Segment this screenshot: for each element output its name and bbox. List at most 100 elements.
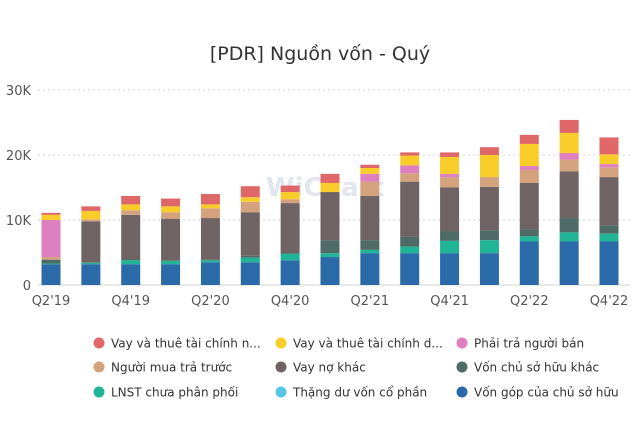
bar-segment[interactable] <box>400 155 420 166</box>
bar-segment[interactable] <box>360 195 380 241</box>
bar-segment[interactable] <box>161 212 181 219</box>
bar-segment[interactable] <box>519 166 539 170</box>
bar-segment[interactable] <box>599 233 619 242</box>
bar-segment[interactable] <box>400 253 420 285</box>
bar-segment[interactable] <box>280 185 300 193</box>
bar-segment[interactable] <box>599 167 619 178</box>
bar-segment[interactable] <box>200 262 220 285</box>
bar-segment[interactable] <box>280 199 300 204</box>
bar-segment[interactable] <box>400 173 420 182</box>
bar-segment[interactable] <box>400 246 420 254</box>
bar-segment[interactable] <box>121 204 141 211</box>
bar-segment[interactable] <box>81 262 101 263</box>
bar-stack[interactable] <box>121 195 141 285</box>
bar-segment[interactable] <box>81 262 101 265</box>
bar-segment[interactable] <box>240 262 260 285</box>
bar-segment[interactable] <box>41 263 61 265</box>
bar-segment[interactable] <box>161 260 181 265</box>
bar-segment[interactable] <box>41 214 61 220</box>
bar-segment[interactable] <box>121 210 141 215</box>
legend-item[interactable]: Vốn chủ sở hữu khác <box>456 361 600 375</box>
bar-segment[interactable] <box>400 152 420 156</box>
bar-segment[interactable] <box>519 241 539 285</box>
bar-stack[interactable] <box>81 206 101 285</box>
bar-segment[interactable] <box>200 208 220 219</box>
legend-item[interactable]: Phải trả người bán <box>456 337 585 351</box>
bar-segment[interactable] <box>360 253 380 285</box>
bar-stack[interactable] <box>559 119 579 285</box>
bar-stack[interactable] <box>440 152 460 285</box>
bar-segment[interactable] <box>400 165 420 174</box>
bar-segment[interactable] <box>200 218 220 260</box>
bar-segment[interactable] <box>559 171 579 219</box>
legend-item[interactable]: Người mua trả trước <box>93 361 233 375</box>
bar-segment[interactable] <box>81 221 101 263</box>
bar-segment[interactable] <box>240 255 260 258</box>
bar-segment[interactable] <box>320 257 340 285</box>
bar-segment[interactable] <box>479 230 499 241</box>
bar-segment[interactable] <box>360 240 380 250</box>
bar-segment[interactable] <box>280 252 300 254</box>
bar-segment[interactable] <box>360 168 380 174</box>
bar-segment[interactable] <box>121 195 141 205</box>
bar-segment[interactable] <box>440 156 460 174</box>
bar-segment[interactable] <box>519 229 539 237</box>
bar-segment[interactable] <box>479 177 499 187</box>
legend-item[interactable]: Vay nợ khác <box>275 361 366 375</box>
bar-segment[interactable] <box>519 169 539 183</box>
bar-segment[interactable] <box>599 164 619 168</box>
bar-segment[interactable] <box>440 240 460 254</box>
bar-segment[interactable] <box>519 143 539 167</box>
bar-segment[interactable] <box>121 260 141 265</box>
bar-segment[interactable] <box>240 212 260 256</box>
bar-segment[interactable] <box>161 206 181 213</box>
bar-segment[interactable] <box>519 236 539 242</box>
bar-segment[interactable] <box>161 264 181 285</box>
bar-segment[interactable] <box>200 260 220 263</box>
bar-segment[interactable] <box>81 206 101 211</box>
bar-stack[interactable] <box>320 173 340 285</box>
bar-segment[interactable] <box>200 204 220 209</box>
bar-segment[interactable] <box>240 201 260 213</box>
bar-segment[interactable] <box>161 218 181 261</box>
bar-segment[interactable] <box>440 253 460 285</box>
bar-segment[interactable] <box>400 236 420 247</box>
bar-segment[interactable] <box>440 177 460 188</box>
bar-segment[interactable] <box>599 225 619 234</box>
bar-segment[interactable] <box>479 147 499 155</box>
bar-segment[interactable] <box>360 173 380 182</box>
bar-segment[interactable] <box>519 134 539 144</box>
bar-segment[interactable] <box>440 152 460 157</box>
bar-stack[interactable] <box>599 137 619 285</box>
bar-segment[interactable] <box>81 210 101 220</box>
bar-segment[interactable] <box>320 173 340 183</box>
bar-stack[interactable] <box>200 194 220 285</box>
bar-segment[interactable] <box>479 253 499 285</box>
bar-segment[interactable] <box>599 137 619 155</box>
bar-segment[interactable] <box>559 218 579 233</box>
bar-stack[interactable] <box>400 152 420 285</box>
bar-segment[interactable] <box>41 259 61 264</box>
bar-segment[interactable] <box>280 203 300 253</box>
legend-item[interactable]: LNST chưa phân phối <box>93 386 239 400</box>
bar-segment[interactable] <box>200 194 220 205</box>
bar-segment[interactable] <box>320 182 340 193</box>
bar-segment[interactable] <box>599 241 619 285</box>
bar-segment[interactable] <box>440 231 460 241</box>
bar-segment[interactable] <box>599 177 619 226</box>
bar-segment[interactable] <box>41 257 61 260</box>
bar-stack[interactable] <box>280 185 300 285</box>
bar-segment[interactable] <box>559 232 579 242</box>
bar-stack[interactable] <box>360 164 380 285</box>
bar-segment[interactable] <box>240 197 260 202</box>
legend-item[interactable]: Vay và thuê tài chính d... <box>275 337 443 351</box>
bar-segment[interactable] <box>41 264 61 285</box>
bar-segment[interactable] <box>360 164 380 168</box>
bar-stack[interactable] <box>519 134 539 285</box>
legend-item[interactable]: Vốn góp của chủ sở hữu <box>456 386 619 400</box>
bar-segment[interactable] <box>559 119 579 133</box>
bar-segment[interactable] <box>121 214 141 259</box>
bar-segment[interactable] <box>400 181 420 237</box>
bar-segment[interactable] <box>559 159 579 172</box>
bar-segment[interactable] <box>161 198 181 207</box>
